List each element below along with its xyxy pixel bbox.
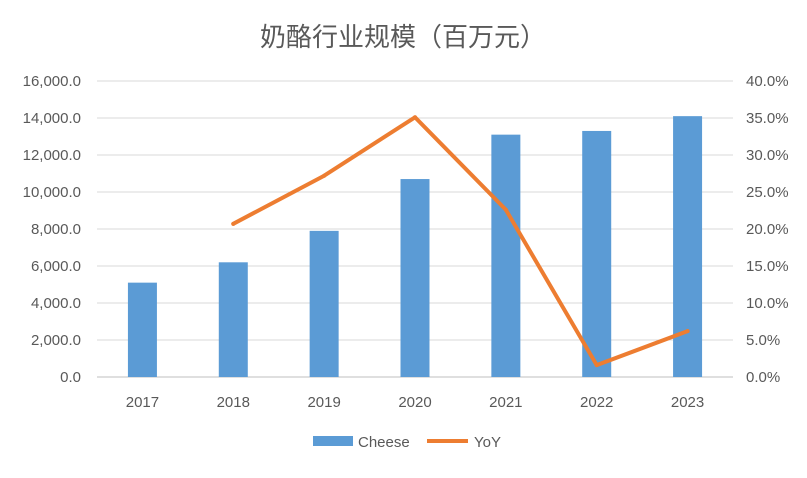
- left-axis-tick-label: 0.0: [60, 369, 81, 386]
- right-y-axis: 0.0% 5.0% 10.0% 15.0% 20.0% 25.0% 30.0% 35.0% 40…: [746, 73, 789, 386]
- bar-2017: [127, 282, 157, 377]
- left-axis-tick-label: 8,000.0: [31, 221, 81, 238]
- right-axis-tick-label: 35.0%: [746, 110, 789, 127]
- yoy-point-2023: [685, 329, 690, 334]
- x-axis-tick-label: 2021: [489, 394, 522, 411]
- yoy-point-2020: [413, 115, 417, 120]
- yoy-line: [231, 115, 690, 368]
- right-axis-tick-label: 0.0%: [746, 369, 780, 386]
- right-axis-tick-label: 25.0%: [746, 184, 789, 201]
- left-axis-tick-label: 4,000.0: [31, 295, 81, 312]
- left-axis-tick-label: 2,000.0: [31, 332, 81, 349]
- bar-2021: [491, 134, 521, 377]
- left-axis-tick-label: 12,000.0: [23, 147, 81, 164]
- right-axis-tick-label: 30.0%: [746, 147, 789, 164]
- bar-2019: [309, 230, 339, 377]
- bar-2023: [673, 116, 703, 378]
- yoy-point-2018: [231, 221, 236, 226]
- x-axis-tick-label: 2019: [307, 394, 340, 411]
- right-axis-tick-label: 10.0%: [746, 295, 789, 312]
- right-axis-tick-label: 5.0%: [746, 332, 780, 349]
- legend-item-yoy: YoY: [427, 434, 501, 451]
- bar-2018: [218, 262, 248, 377]
- x-axis: 2017 2018 2019 2020 2021 2022 2023: [126, 394, 705, 411]
- line-series-yoy: [231, 115, 690, 368]
- bar-series-cheese: [127, 116, 703, 378]
- x-axis-tick-label: 2022: [580, 394, 613, 411]
- right-axis-tick-label: 15.0%: [746, 258, 789, 275]
- yoy-point-2022: [594, 363, 599, 368]
- right-axis-tick-label: 20.0%: [746, 221, 789, 238]
- yoy-point-2019: [322, 173, 327, 178]
- left-axis-tick-label: 14,000.0: [23, 110, 81, 127]
- legend: Cheese YoY: [313, 434, 501, 451]
- left-y-axis: 0.0 2,000.0 4,000.0 6,000.0 8,000.0 10,000.0 1…: [23, 73, 81, 386]
- left-axis-tick-label: 6,000.0: [31, 258, 81, 275]
- bar-2022: [582, 130, 612, 377]
- x-axis-tick-label: 2023: [671, 394, 704, 411]
- left-axis-tick-label: 16,000.0: [23, 73, 81, 90]
- legend-item-cheese: Cheese: [313, 434, 410, 451]
- chart-title: 奶酪行业规模（百万元）: [260, 22, 546, 52]
- bar-2020: [400, 179, 430, 377]
- x-axis-tick-label: 2018: [217, 394, 250, 411]
- legend-label-yoy: YoY: [474, 434, 501, 451]
- left-axis-tick-label: 10,000.0: [23, 184, 81, 201]
- legend-swatch-cheese: [313, 436, 353, 446]
- legend-label-cheese: Cheese: [358, 434, 410, 451]
- x-axis-tick-label: 2017: [126, 394, 159, 411]
- x-axis-tick-label: 2020: [398, 394, 431, 411]
- yoy-point-2021: [503, 207, 508, 212]
- right-axis-tick-label: 40.0%: [746, 73, 789, 90]
